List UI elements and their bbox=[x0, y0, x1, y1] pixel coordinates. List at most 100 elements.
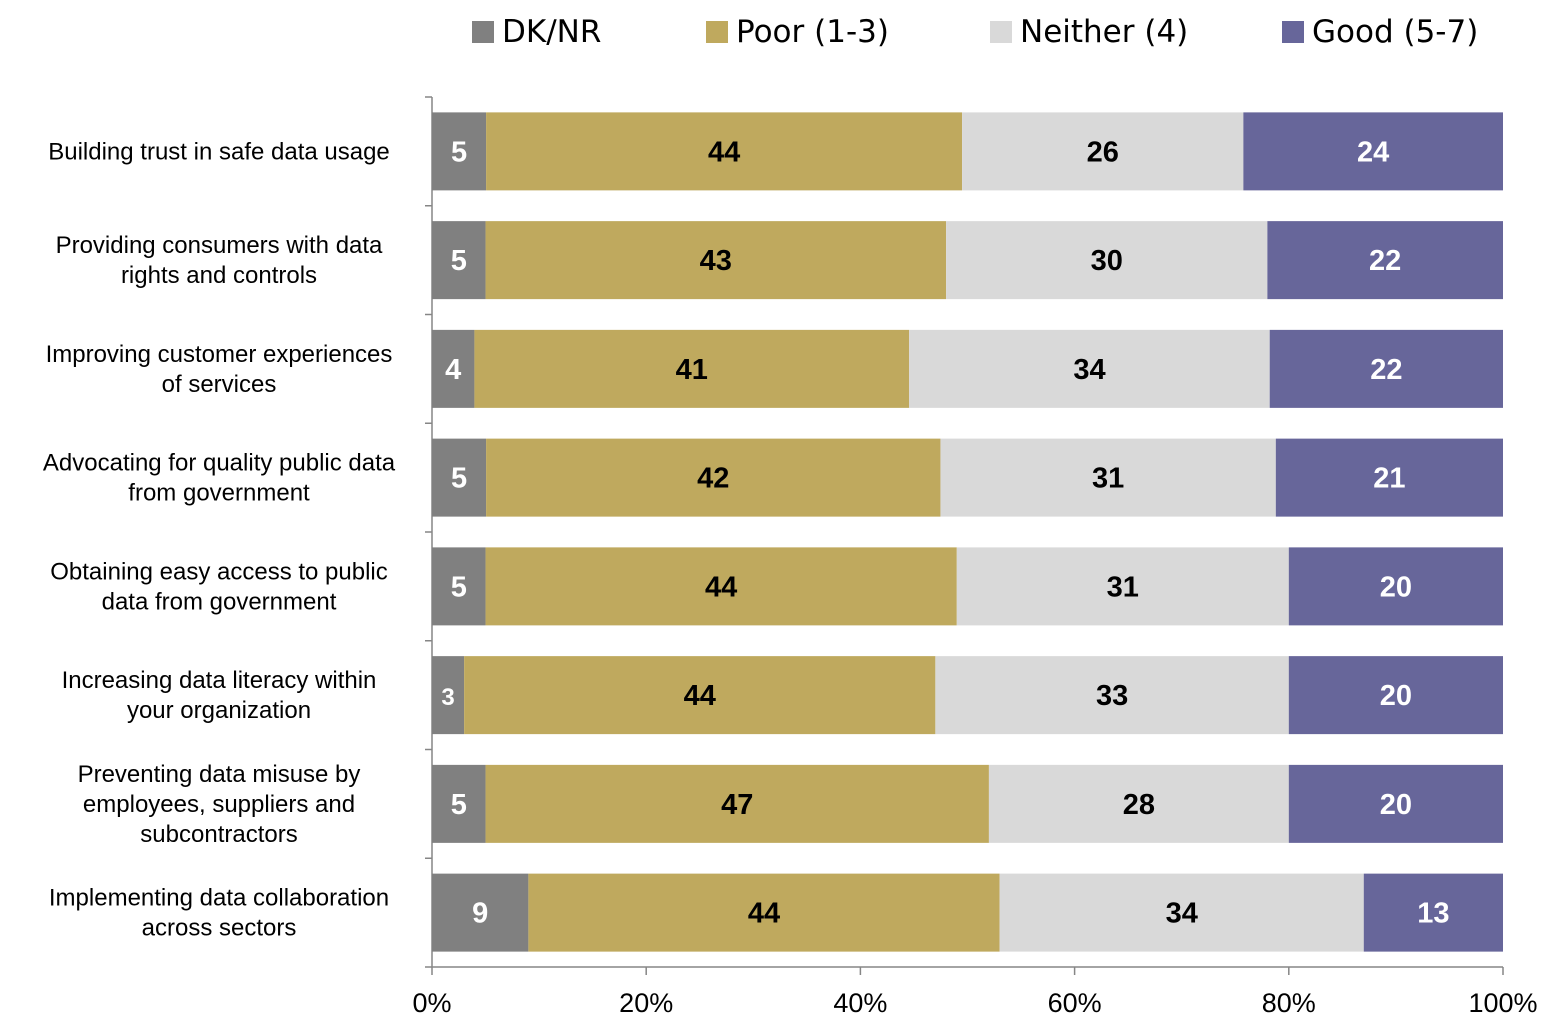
data-label: 21 bbox=[1373, 463, 1405, 495]
category-label: Obtaining easy access to public data from… bbox=[50, 558, 388, 615]
category-label-line: Providing consumers with data bbox=[56, 232, 383, 259]
data-label: 22 bbox=[1370, 354, 1402, 386]
bar-poor-1-3 bbox=[485, 221, 947, 300]
bar-good-5-7 bbox=[1243, 112, 1503, 191]
data-label: 4 bbox=[445, 354, 461, 386]
bar-dk-nr bbox=[432, 656, 465, 735]
legend-item-neither-4: Neither (4) bbox=[990, 14, 1188, 50]
data-label: 3 bbox=[441, 684, 454, 711]
category-label-line: Increasing data literacy within bbox=[62, 667, 377, 694]
bar-neither-4 bbox=[946, 221, 1268, 300]
data-label: 33 bbox=[1096, 680, 1128, 712]
bar-neither-4 bbox=[956, 547, 1289, 626]
data-label: 44 bbox=[684, 680, 716, 712]
data-label: 31 bbox=[1092, 463, 1124, 495]
category-label-line: employees, suppliers and bbox=[83, 791, 355, 818]
data-label: 31 bbox=[1107, 571, 1139, 603]
bar-poor-1-3 bbox=[528, 873, 1000, 952]
bar-dk-nr bbox=[432, 438, 487, 517]
category-label: Improving customer experiences of service… bbox=[46, 341, 393, 398]
data-label: 20 bbox=[1380, 789, 1412, 821]
category-label-line: Preventing data misuse by bbox=[78, 761, 361, 788]
data-label: 26 bbox=[1087, 136, 1119, 168]
x-tick-label: 40% bbox=[833, 988, 887, 1018]
bar-row: 5 44 26 24 bbox=[432, 112, 1503, 191]
category-label-line: Improving customer experiences bbox=[46, 341, 393, 368]
data-label: 28 bbox=[1123, 789, 1155, 821]
legend-item-dk-nr: DK/NR bbox=[472, 14, 601, 50]
bar-poor-1-3 bbox=[485, 547, 957, 626]
data-label: 13 bbox=[1417, 898, 1449, 930]
bar-poor-1-3 bbox=[486, 438, 941, 517]
data-label: 44 bbox=[708, 136, 740, 168]
x-tick-label: 0% bbox=[412, 988, 451, 1018]
bar-neither-4 bbox=[988, 764, 1289, 843]
category-label-line: subcontractors bbox=[140, 821, 297, 848]
legend: DK/NR Poor (1-3) Neither (4) Good (5-7) bbox=[472, 14, 1478, 50]
data-label: 44 bbox=[705, 571, 737, 603]
bar-dk-nr bbox=[432, 547, 486, 626]
category-label-line: across sectors bbox=[142, 915, 297, 942]
bar-good-5-7 bbox=[1275, 438, 1503, 517]
bar-neither-4 bbox=[999, 873, 1364, 952]
data-label: 43 bbox=[700, 245, 732, 277]
data-label: 9 bbox=[472, 898, 488, 930]
bar-row: 5 43 30 22 bbox=[432, 221, 1503, 300]
bar-row: 5 42 31 21 bbox=[432, 438, 1503, 517]
data-label: 42 bbox=[697, 463, 729, 495]
data-label: 5 bbox=[451, 136, 467, 168]
category-label-line: Advocating for quality public data bbox=[43, 450, 396, 477]
bar-poor-1-3 bbox=[485, 764, 989, 843]
category-label: Preventing data misuse by employees, supp… bbox=[78, 761, 361, 848]
bar-poor-1-3 bbox=[464, 656, 936, 735]
data-label: 24 bbox=[1357, 136, 1389, 168]
bar-poor-1-3 bbox=[474, 329, 910, 408]
bar-dk-nr bbox=[432, 221, 486, 300]
data-label: 20 bbox=[1380, 571, 1412, 603]
legend-swatch bbox=[706, 21, 728, 43]
legend-swatch bbox=[990, 21, 1012, 43]
bar-poor-1-3 bbox=[486, 112, 963, 191]
legend-item-poor-1-3: Poor (1-3) bbox=[706, 14, 889, 50]
category-label-line: rights and controls bbox=[121, 262, 317, 289]
data-label: 5 bbox=[451, 245, 467, 277]
data-label: 44 bbox=[748, 898, 780, 930]
legend-swatch bbox=[472, 21, 494, 43]
bar-good-5-7 bbox=[1269, 329, 1503, 408]
category-label-line: Implementing data collaboration bbox=[49, 885, 389, 912]
legend-label: Poor (1-3) bbox=[736, 14, 889, 50]
bar-row: 5 47 28 20 bbox=[432, 764, 1503, 843]
x-tick-label: 60% bbox=[1048, 988, 1102, 1018]
bar-neither-4 bbox=[909, 329, 1270, 408]
category-label-line: from government bbox=[128, 480, 310, 507]
data-label: 30 bbox=[1091, 245, 1123, 277]
category-label-line: Obtaining easy access to public bbox=[50, 558, 388, 585]
bar-row: 4 41 34 22 bbox=[432, 329, 1503, 408]
bar-row: 9 44 34 13 bbox=[432, 873, 1503, 952]
data-label: 5 bbox=[451, 463, 467, 495]
data-label: 22 bbox=[1369, 245, 1401, 277]
bar-good-5-7 bbox=[1288, 547, 1503, 626]
bar-dk-nr bbox=[432, 112, 487, 191]
data-label: 5 bbox=[451, 789, 467, 821]
bar-neither-4 bbox=[962, 112, 1244, 191]
legend-label: Good (5-7) bbox=[1312, 14, 1478, 50]
category-label: Providing consumers with data rights and … bbox=[56, 232, 383, 289]
bar-dk-nr bbox=[432, 873, 529, 952]
bar-row: 5 44 31 20 bbox=[432, 547, 1503, 626]
x-tick-label: 100% bbox=[1468, 988, 1537, 1018]
x-tick-label: 80% bbox=[1262, 988, 1316, 1018]
x-tick-label: 20% bbox=[619, 988, 673, 1018]
legend-item-good-5-7: Good (5-7) bbox=[1282, 14, 1478, 50]
bar-dk-nr bbox=[432, 764, 486, 843]
data-label: 41 bbox=[676, 354, 708, 386]
bar-good-5-7 bbox=[1267, 221, 1503, 300]
legend-swatch bbox=[1282, 21, 1304, 43]
legend-label: DK/NR bbox=[502, 14, 601, 50]
category-label-line: Building trust in safe data usage bbox=[48, 138, 390, 165]
category-label: Advocating for quality public data from g… bbox=[43, 450, 396, 507]
category-label: Increasing data literacy within your orga… bbox=[62, 667, 377, 724]
bar-dk-nr bbox=[432, 329, 475, 408]
bar-row: 3 44 33 20 bbox=[432, 656, 1503, 735]
